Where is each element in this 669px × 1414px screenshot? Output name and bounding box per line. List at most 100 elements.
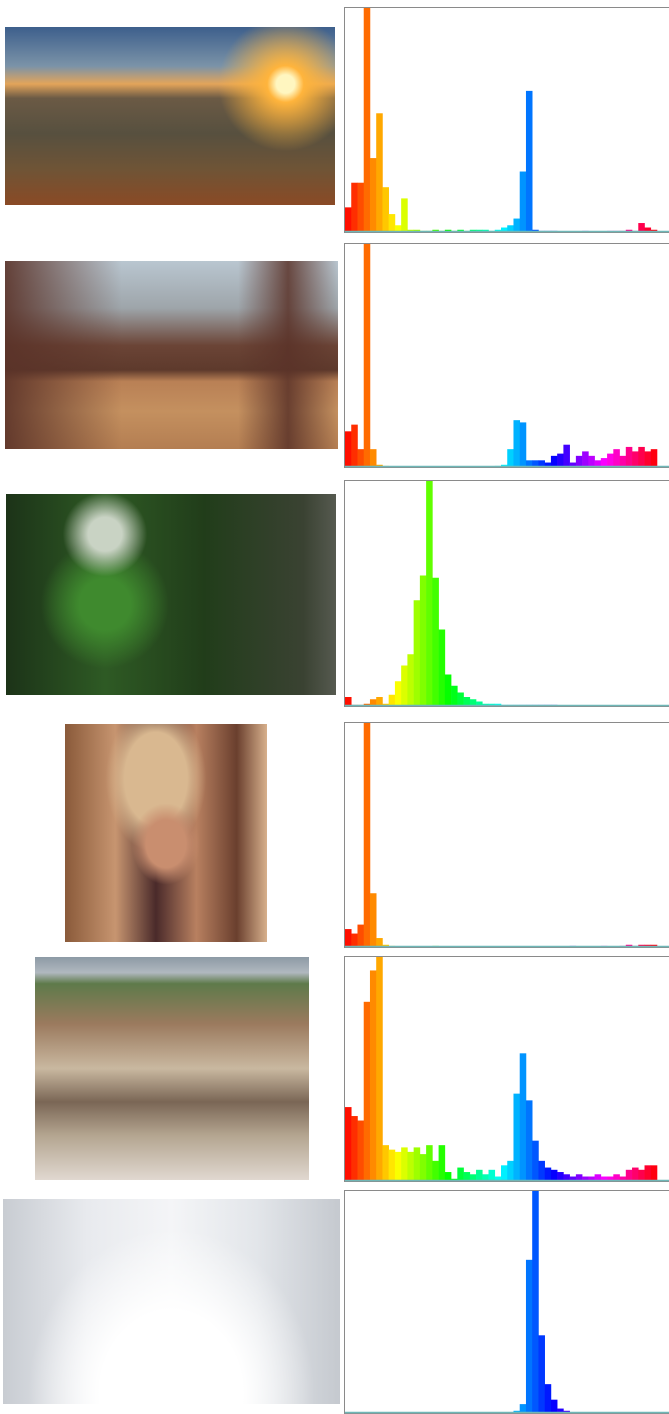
histogram: [344, 722, 669, 948]
histogram: [344, 243, 669, 468]
bar: [613, 449, 620, 467]
bar: [551, 1170, 558, 1181]
bar: [545, 1384, 552, 1413]
bar: [520, 1404, 527, 1413]
bar: [489, 1170, 496, 1181]
bar: [351, 1116, 358, 1181]
bar: [351, 183, 358, 232]
bar: [464, 1172, 471, 1181]
bar: [632, 451, 639, 467]
plot-frame: [345, 244, 669, 468]
bar: [651, 449, 658, 467]
bar: [389, 695, 396, 706]
bar: [526, 1260, 533, 1413]
bar: [520, 1053, 527, 1181]
bar: [376, 697, 383, 706]
plot-frame: [345, 1191, 669, 1414]
bar: [607, 454, 614, 467]
bar: [557, 454, 564, 467]
bar: [638, 223, 645, 232]
bar: [376, 113, 383, 232]
bar: [626, 447, 633, 467]
bar: [651, 1165, 658, 1181]
bar: [370, 893, 377, 947]
bar: [364, 723, 371, 947]
bar: [445, 1172, 452, 1181]
bar: [513, 1094, 520, 1181]
bar: [620, 456, 627, 467]
bar: [532, 1141, 539, 1181]
histogram: [344, 956, 669, 1182]
bar: [407, 654, 414, 706]
bar: [645, 1165, 652, 1181]
plot-frame: [345, 957, 669, 1182]
bar: [588, 456, 595, 467]
bar: [345, 207, 352, 232]
bar: [345, 697, 352, 706]
bar: [364, 244, 371, 467]
photo-snow: [3, 1199, 340, 1404]
bar: [401, 198, 408, 232]
bar: [357, 1121, 364, 1181]
bar: [395, 681, 402, 706]
plot-frame: [345, 481, 669, 707]
bar: [520, 422, 527, 467]
bar: [545, 1168, 552, 1181]
bar: [601, 458, 608, 467]
bar: [538, 1161, 545, 1181]
bar: [357, 183, 364, 232]
bar: [389, 214, 396, 232]
bar: [626, 1170, 633, 1181]
bar: [632, 1168, 639, 1181]
bar: [445, 675, 452, 707]
bar: [351, 425, 358, 467]
bar: [351, 934, 358, 947]
bar: [507, 449, 514, 467]
bar: [401, 666, 408, 707]
bar: [451, 686, 458, 706]
bar: [382, 187, 389, 232]
photo-desert-sunset: [5, 27, 335, 205]
bar: [395, 1152, 402, 1181]
bar: [401, 1147, 408, 1181]
bar: [439, 1145, 446, 1181]
bar: [414, 1147, 421, 1181]
photo-jungle: [6, 494, 336, 695]
bar: [476, 1170, 483, 1181]
bar: [420, 576, 427, 707]
histogram: [344, 7, 669, 233]
bar: [414, 600, 421, 706]
bar: [645, 451, 652, 467]
bar: [345, 1107, 352, 1181]
bar: [576, 456, 583, 467]
bar: [382, 1145, 389, 1181]
plot-frame: [345, 723, 669, 948]
bar: [420, 1154, 427, 1181]
bar: [501, 1165, 508, 1181]
bar: [376, 957, 383, 1181]
bar: [370, 449, 377, 467]
bar: [426, 1145, 433, 1181]
bar: [370, 158, 377, 232]
bar: [426, 481, 433, 706]
photo-city: [35, 957, 309, 1180]
bar: [638, 1170, 645, 1181]
bar: [457, 693, 464, 707]
photo-canyon: [5, 261, 338, 449]
bar: [520, 172, 527, 232]
bar: [370, 970, 377, 1181]
bar: [345, 929, 352, 947]
bar: [526, 91, 533, 232]
bar: [507, 1161, 514, 1181]
bar: [582, 451, 589, 467]
bar: [407, 1152, 414, 1181]
photo-portrait: [65, 724, 267, 942]
histogram: [344, 480, 669, 707]
bar: [513, 219, 520, 232]
bar: [464, 697, 471, 706]
bar: [526, 1100, 533, 1181]
bar: [551, 456, 558, 467]
bar: [557, 1172, 564, 1181]
bar: [364, 8, 371, 232]
bar: [345, 431, 352, 467]
